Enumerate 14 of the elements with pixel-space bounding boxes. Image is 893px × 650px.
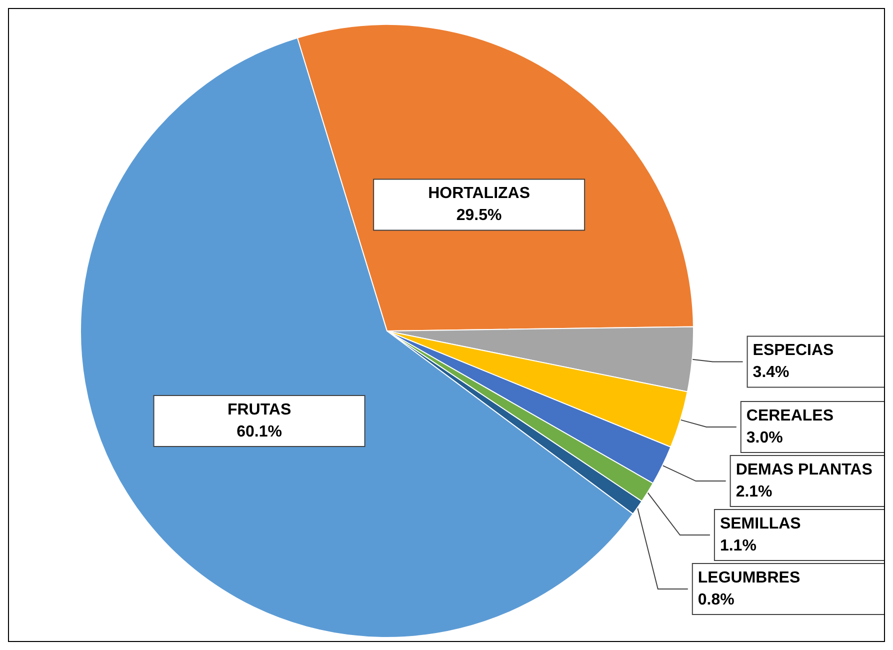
data-label: 60.1% xyxy=(236,424,282,441)
slice-label: LEGUMBRES xyxy=(698,570,800,587)
slice-label: CEREALES xyxy=(746,408,834,425)
slice-label: FRUTAS xyxy=(227,402,292,419)
data-label: 2.1% xyxy=(736,484,772,501)
slice-label: ESPECIAS xyxy=(752,342,834,360)
data-label: 3.0% xyxy=(746,430,783,447)
slice-label: HORTALIZAS xyxy=(428,185,530,202)
data-label: 1.1% xyxy=(720,538,756,555)
data-label: 29.5% xyxy=(456,207,502,224)
slice-label: DEMAS PLANTAS xyxy=(736,462,873,479)
data-label: 3.4% xyxy=(752,364,790,382)
data-label: 0.8% xyxy=(698,592,734,609)
slice-label: SEMILLAS xyxy=(720,516,802,533)
